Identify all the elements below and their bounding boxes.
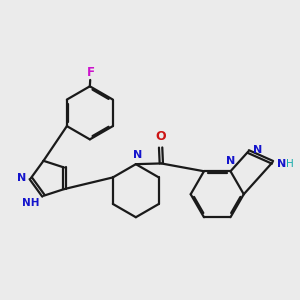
Text: N: N bbox=[253, 145, 262, 155]
Text: H: H bbox=[286, 159, 294, 169]
Text: NH: NH bbox=[22, 198, 39, 208]
Text: N: N bbox=[278, 159, 287, 169]
Text: N: N bbox=[133, 150, 142, 160]
Text: N: N bbox=[17, 173, 26, 183]
Text: F: F bbox=[87, 65, 94, 79]
Text: O: O bbox=[155, 130, 166, 143]
Text: N: N bbox=[226, 156, 235, 166]
